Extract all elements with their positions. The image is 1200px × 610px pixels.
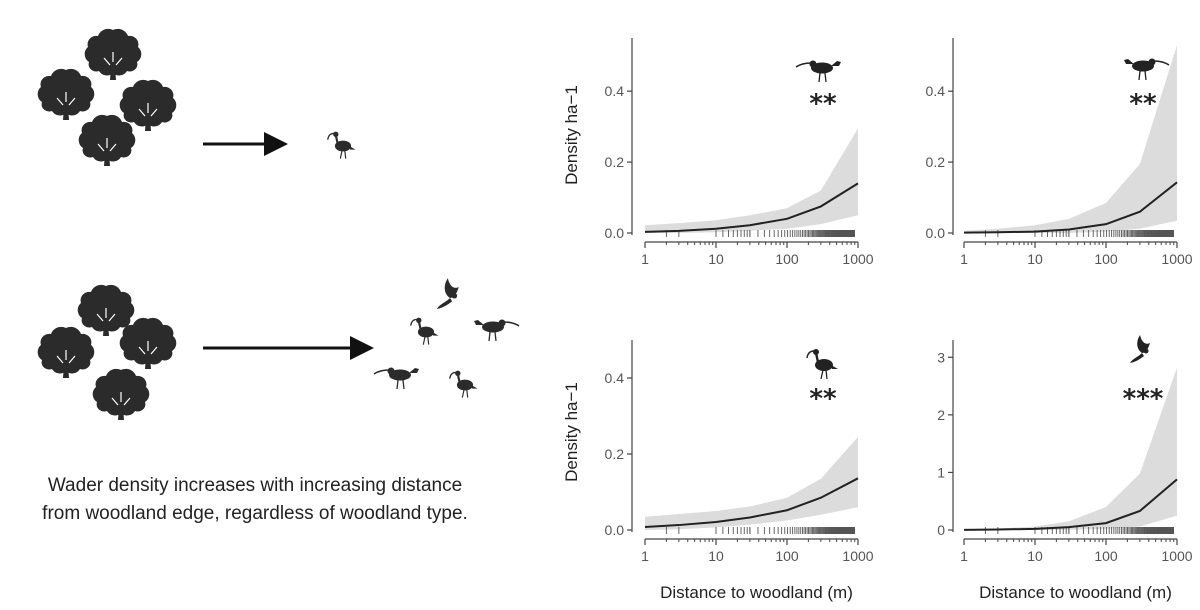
x-tick-label: 100: [775, 548, 799, 564]
density-line: [644, 182, 859, 233]
confidence-band: [645, 436, 858, 530]
significance-label: ***: [1123, 384, 1164, 414]
x-tick-label: 1: [641, 251, 649, 267]
wader-bird-icon: [1123, 57, 1170, 81]
y-tick-label: 0.0: [605, 522, 625, 538]
significance-label: **: [809, 89, 837, 119]
x-tick-label: 10: [708, 251, 724, 267]
chart-panel-bottom-left: 0.0 0.2 0.4 1 10 100 1000 ** Density ha−1 Distanc…: [562, 340, 874, 602]
x-tick-label: 1000: [1161, 251, 1192, 267]
rug-marks: [984, 230, 1174, 237]
x-axis-label: Distance to woodland (m): [979, 583, 1172, 602]
wader-bird-icon: [805, 347, 840, 381]
x-tick-label: 1: [960, 251, 968, 267]
x-tick-label: 1000: [842, 251, 873, 267]
chart-panel-top-right: 0.0 0.2 0.4 1 10 100 1000 **: [926, 38, 1193, 267]
y-tick-label: 0.2: [926, 154, 946, 170]
significance-label: **: [809, 384, 837, 414]
woodland-illustration: [37, 28, 520, 421]
y-tick-label: 3: [937, 349, 945, 365]
y-tick-label: 0.0: [926, 225, 946, 241]
rug-marks: [665, 230, 855, 237]
caption-line-2: from woodland edge, regardless of woodla…: [42, 503, 468, 524]
wader-bird-icon: [795, 59, 842, 83]
x-tick-label: 1000: [842, 548, 873, 564]
x-tick-label: 100: [1094, 251, 1118, 267]
y-axis-label: Density ha−1: [562, 85, 581, 185]
x-tick-label: 100: [775, 251, 799, 267]
y-axis-label: Density ha−1: [562, 382, 581, 482]
rug-marks: [665, 527, 855, 534]
y-tick-label: 0.4: [926, 83, 946, 99]
chart-panel-top-left: 0.0 0.2 0.4 1 10 100 1000 ** Density ha−1: [562, 38, 874, 267]
y-tick-label: 2: [937, 407, 945, 423]
y-tick-label: 1: [937, 464, 945, 480]
density-line: [963, 478, 1178, 531]
x-tick-label: 1: [960, 548, 968, 564]
x-tick-label: 1000: [1161, 548, 1192, 564]
wader-bird-icon: [1130, 335, 1150, 363]
caption: Wader density increases with increasing …: [15, 472, 495, 528]
arrow-right-icon: [203, 132, 288, 156]
y-tick-label: 0.4: [605, 83, 625, 99]
arrow-right-icon: [203, 336, 374, 360]
significance-label: **: [1129, 89, 1157, 119]
y-tick-label: 0: [937, 522, 945, 538]
caption-line-1: Wader density increases with increasing …: [47, 475, 463, 496]
x-tick-label: 10: [1027, 548, 1043, 564]
x-tick-label: 1: [641, 548, 649, 564]
density-line: [963, 181, 1178, 234]
x-tick-label: 10: [708, 548, 724, 564]
x-tick-label: 100: [1094, 548, 1118, 564]
density-line: [644, 477, 859, 528]
confidence-band: [964, 45, 1177, 233]
confidence-band: [964, 367, 1177, 530]
y-tick-label: 0.2: [605, 446, 625, 462]
y-tick-label: 0.4: [605, 370, 625, 386]
rug-marks: [984, 527, 1174, 534]
confidence-band: [645, 128, 858, 233]
x-axis-label: Distance to woodland (m): [660, 583, 853, 602]
y-tick-label: 0.0: [605, 225, 625, 241]
y-tick-label: 0.2: [605, 154, 625, 170]
x-tick-label: 10: [1027, 251, 1043, 267]
